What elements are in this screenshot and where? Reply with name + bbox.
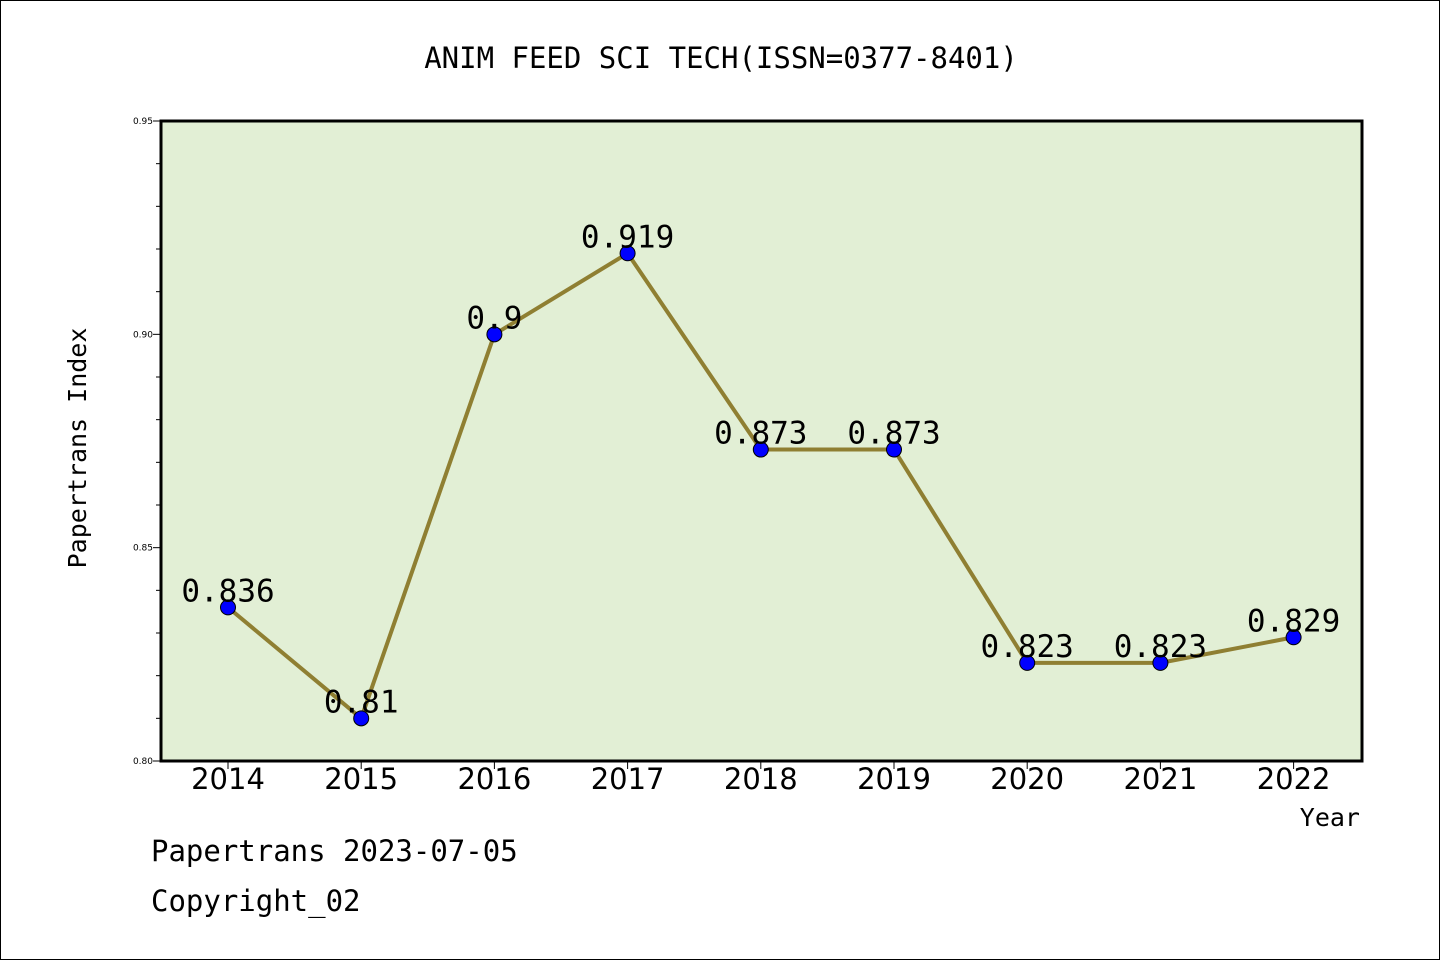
data-label: 0.823 [1114, 629, 1207, 665]
data-label: 0.919 [581, 219, 674, 255]
data-label: 0.81 [324, 684, 399, 720]
data-point [886, 441, 902, 458]
data-point [752, 441, 769, 458]
data-label: 0.836 [181, 573, 274, 609]
data-point [353, 710, 370, 727]
data-point [1152, 654, 1169, 671]
x-tick-label: 2019 [857, 762, 931, 796]
data-label: 0.873 [847, 416, 940, 452]
x-tick-label: 2021 [1123, 762, 1197, 796]
footer-copyright: Copyright_02 [151, 884, 361, 918]
y-tick-label: 0.95 [133, 117, 153, 127]
y-tick-label: 0.85 [133, 544, 153, 554]
x-tick-label: 2018 [724, 762, 798, 796]
data-point [619, 245, 636, 262]
data-point [1019, 654, 1036, 671]
y-tick-label: 0.90 [133, 330, 153, 340]
x-tick-label: 2015 [324, 762, 398, 796]
chart-title: ANIM FEED SCI TECH(ISSN=0377-8401) [424, 41, 1018, 75]
data-labels: 0.836 0.81 0.9 0.919 0.873 0.873 0.823 0.823 0.8… [181, 219, 1340, 720]
data-point [1285, 629, 1302, 646]
y-axis-label: Papertrans Index [63, 328, 92, 569]
x-tick-label: 2017 [591, 762, 665, 796]
x-tick-label: 2014 [191, 762, 265, 796]
y-axis-ticks: 0.80 0.85 0.90 0.95 [133, 117, 161, 767]
data-label: 0.823 [981, 629, 1074, 665]
data-point [220, 599, 236, 616]
y-tick-label: 0.80 [133, 757, 153, 767]
data-label: 0.9 [466, 300, 522, 336]
x-axis-ticks: 2014 2015 2016 2017 2018 2019 2020 2021 2022 [191, 761, 1331, 796]
footer-date: Papertrans 2023-07-05 [151, 834, 518, 868]
data-label: 0.829 [1247, 603, 1340, 639]
x-axis-label: Year [1300, 803, 1360, 832]
data-label: 0.873 [714, 416, 807, 452]
plot-area [161, 121, 1362, 761]
series-points [220, 245, 1302, 727]
data-point [486, 326, 503, 343]
plot-border [159, 119, 1364, 763]
x-tick-label: 2022 [1257, 762, 1331, 796]
x-tick-label: 2016 [457, 762, 531, 796]
x-tick-label: 2020 [990, 762, 1064, 796]
